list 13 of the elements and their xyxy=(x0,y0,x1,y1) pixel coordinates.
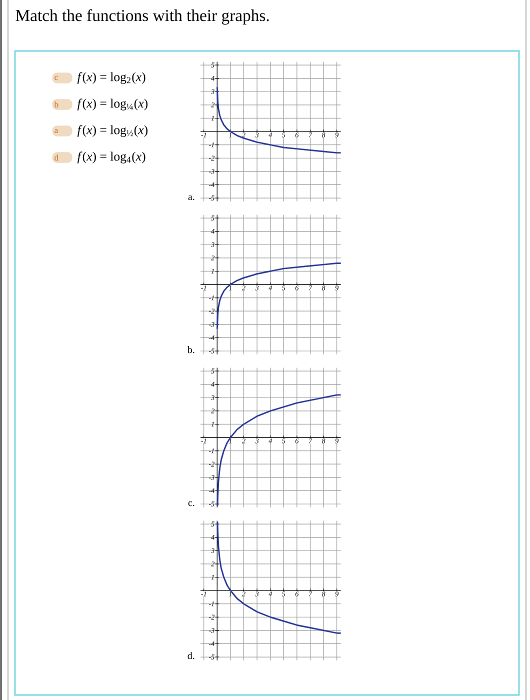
text: f(x) = log$_{½}$(x) xyxy=(77,125,148,137)
text: b. xyxy=(187,346,194,354)
text: f(x) = log$_{4}$(x) xyxy=(77,152,146,164)
text: f(x) = log$_{¼}$(x) xyxy=(77,98,148,110)
text: Match the functions with their graphs. xyxy=(16,9,269,25)
text: f(x) = log$_{2}$(x) xyxy=(77,72,146,84)
text: c xyxy=(54,76,58,80)
text: d. xyxy=(188,652,194,660)
text: d xyxy=(54,154,58,161)
text: b xyxy=(54,101,58,108)
text: a xyxy=(54,128,58,134)
text: c. xyxy=(188,501,194,506)
text: a. xyxy=(188,195,194,200)
